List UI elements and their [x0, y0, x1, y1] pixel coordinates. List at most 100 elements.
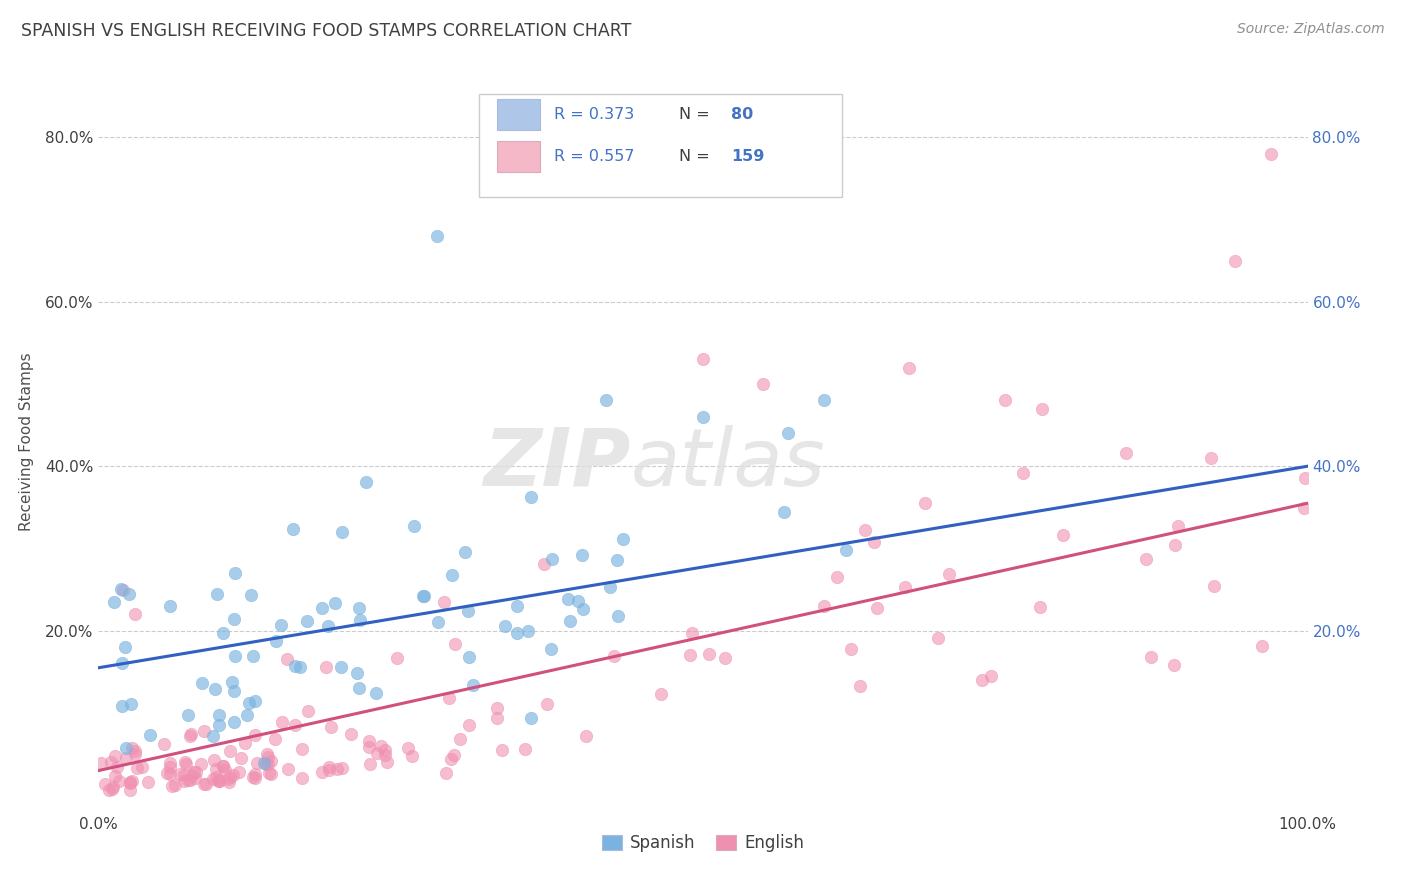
Point: [222, 768, 245, 782]
Bar: [498, 99, 540, 130]
Point: [612, 532, 634, 546]
Text: R = 0.557: R = 0.557: [554, 149, 634, 164]
Point: [205, 762, 228, 776]
Point: [159, 756, 181, 771]
Point: [449, 731, 471, 746]
Point: [540, 551, 562, 566]
Point: [212, 626, 235, 640]
Point: [193, 724, 215, 739]
Point: [893, 580, 915, 594]
Point: [124, 607, 146, 622]
Point: [229, 750, 252, 764]
Point: [1163, 538, 1185, 552]
Point: [558, 615, 581, 629]
Point: [93, 777, 115, 791]
Point: [839, 642, 862, 657]
Point: [195, 777, 218, 791]
Point: [813, 393, 835, 408]
Point: [208, 773, 231, 788]
FancyBboxPatch shape: [479, 94, 842, 197]
Point: [190, 756, 212, 771]
Point: [606, 553, 628, 567]
Point: [938, 567, 960, 582]
Point: [505, 626, 527, 640]
Point: [111, 657, 134, 671]
Point: [284, 718, 307, 732]
Point: [853, 523, 876, 537]
Point: [349, 601, 371, 615]
Point: [519, 711, 541, 725]
Point: [536, 697, 558, 711]
Point: [375, 756, 398, 770]
Point: [120, 776, 142, 790]
Point: [221, 675, 243, 690]
Point: [412, 590, 434, 604]
Point: [111, 698, 134, 713]
Text: 80: 80: [731, 107, 754, 122]
Point: [159, 760, 181, 774]
Point: [120, 698, 142, 712]
Point: [212, 759, 235, 773]
Point: [218, 744, 240, 758]
Point: [224, 648, 246, 663]
Point: [692, 352, 714, 367]
Point: [264, 634, 287, 648]
Point: [494, 619, 516, 633]
Point: [1115, 446, 1137, 460]
Point: [347, 681, 370, 696]
Point: [243, 771, 266, 785]
Point: [245, 756, 267, 770]
Point: [177, 707, 200, 722]
Point: [238, 696, 260, 710]
Point: [207, 772, 229, 787]
Point: [835, 543, 858, 558]
Point: [124, 744, 146, 758]
Point: [218, 774, 240, 789]
Point: [330, 761, 353, 775]
Point: [259, 766, 281, 780]
Point: [156, 765, 179, 780]
Bar: [498, 141, 540, 172]
Point: [517, 624, 540, 638]
Point: [103, 595, 125, 609]
Point: [370, 739, 392, 754]
Point: [193, 777, 215, 791]
Point: [994, 393, 1017, 408]
Point: [374, 743, 396, 757]
Point: [319, 720, 342, 734]
Text: ZIP: ZIP: [484, 425, 630, 503]
Point: [311, 601, 333, 615]
Point: [849, 679, 872, 693]
Point: [540, 642, 562, 657]
Point: [1167, 519, 1189, 533]
Legend: Spanish, English: Spanish, English: [595, 828, 811, 859]
Point: [121, 774, 143, 789]
Point: [366, 746, 388, 760]
Point: [433, 595, 456, 609]
Point: [204, 681, 226, 696]
Point: [441, 567, 464, 582]
Point: [219, 770, 242, 784]
Point: [222, 684, 245, 698]
Point: [396, 740, 419, 755]
Point: [276, 652, 298, 666]
Point: [97, 783, 120, 797]
Point: [461, 678, 484, 692]
Point: [1294, 471, 1316, 485]
Point: [136, 775, 159, 789]
Point: [311, 765, 333, 780]
Point: [606, 608, 628, 623]
Text: SPANISH VS ENGLISH RECEIVING FOOD STAMPS CORRELATION CHART: SPANISH VS ENGLISH RECEIVING FOOD STAMPS…: [21, 22, 631, 40]
Point: [118, 587, 141, 601]
Point: [217, 772, 239, 786]
Point: [243, 693, 266, 707]
Point: [212, 759, 235, 773]
Point: [491, 743, 513, 757]
Text: Source: ZipAtlas.com: Source: ZipAtlas.com: [1237, 22, 1385, 37]
Point: [202, 730, 225, 744]
Point: [650, 687, 672, 701]
Point: [681, 626, 703, 640]
Point: [224, 566, 246, 580]
Point: [557, 591, 579, 606]
Point: [513, 741, 536, 756]
